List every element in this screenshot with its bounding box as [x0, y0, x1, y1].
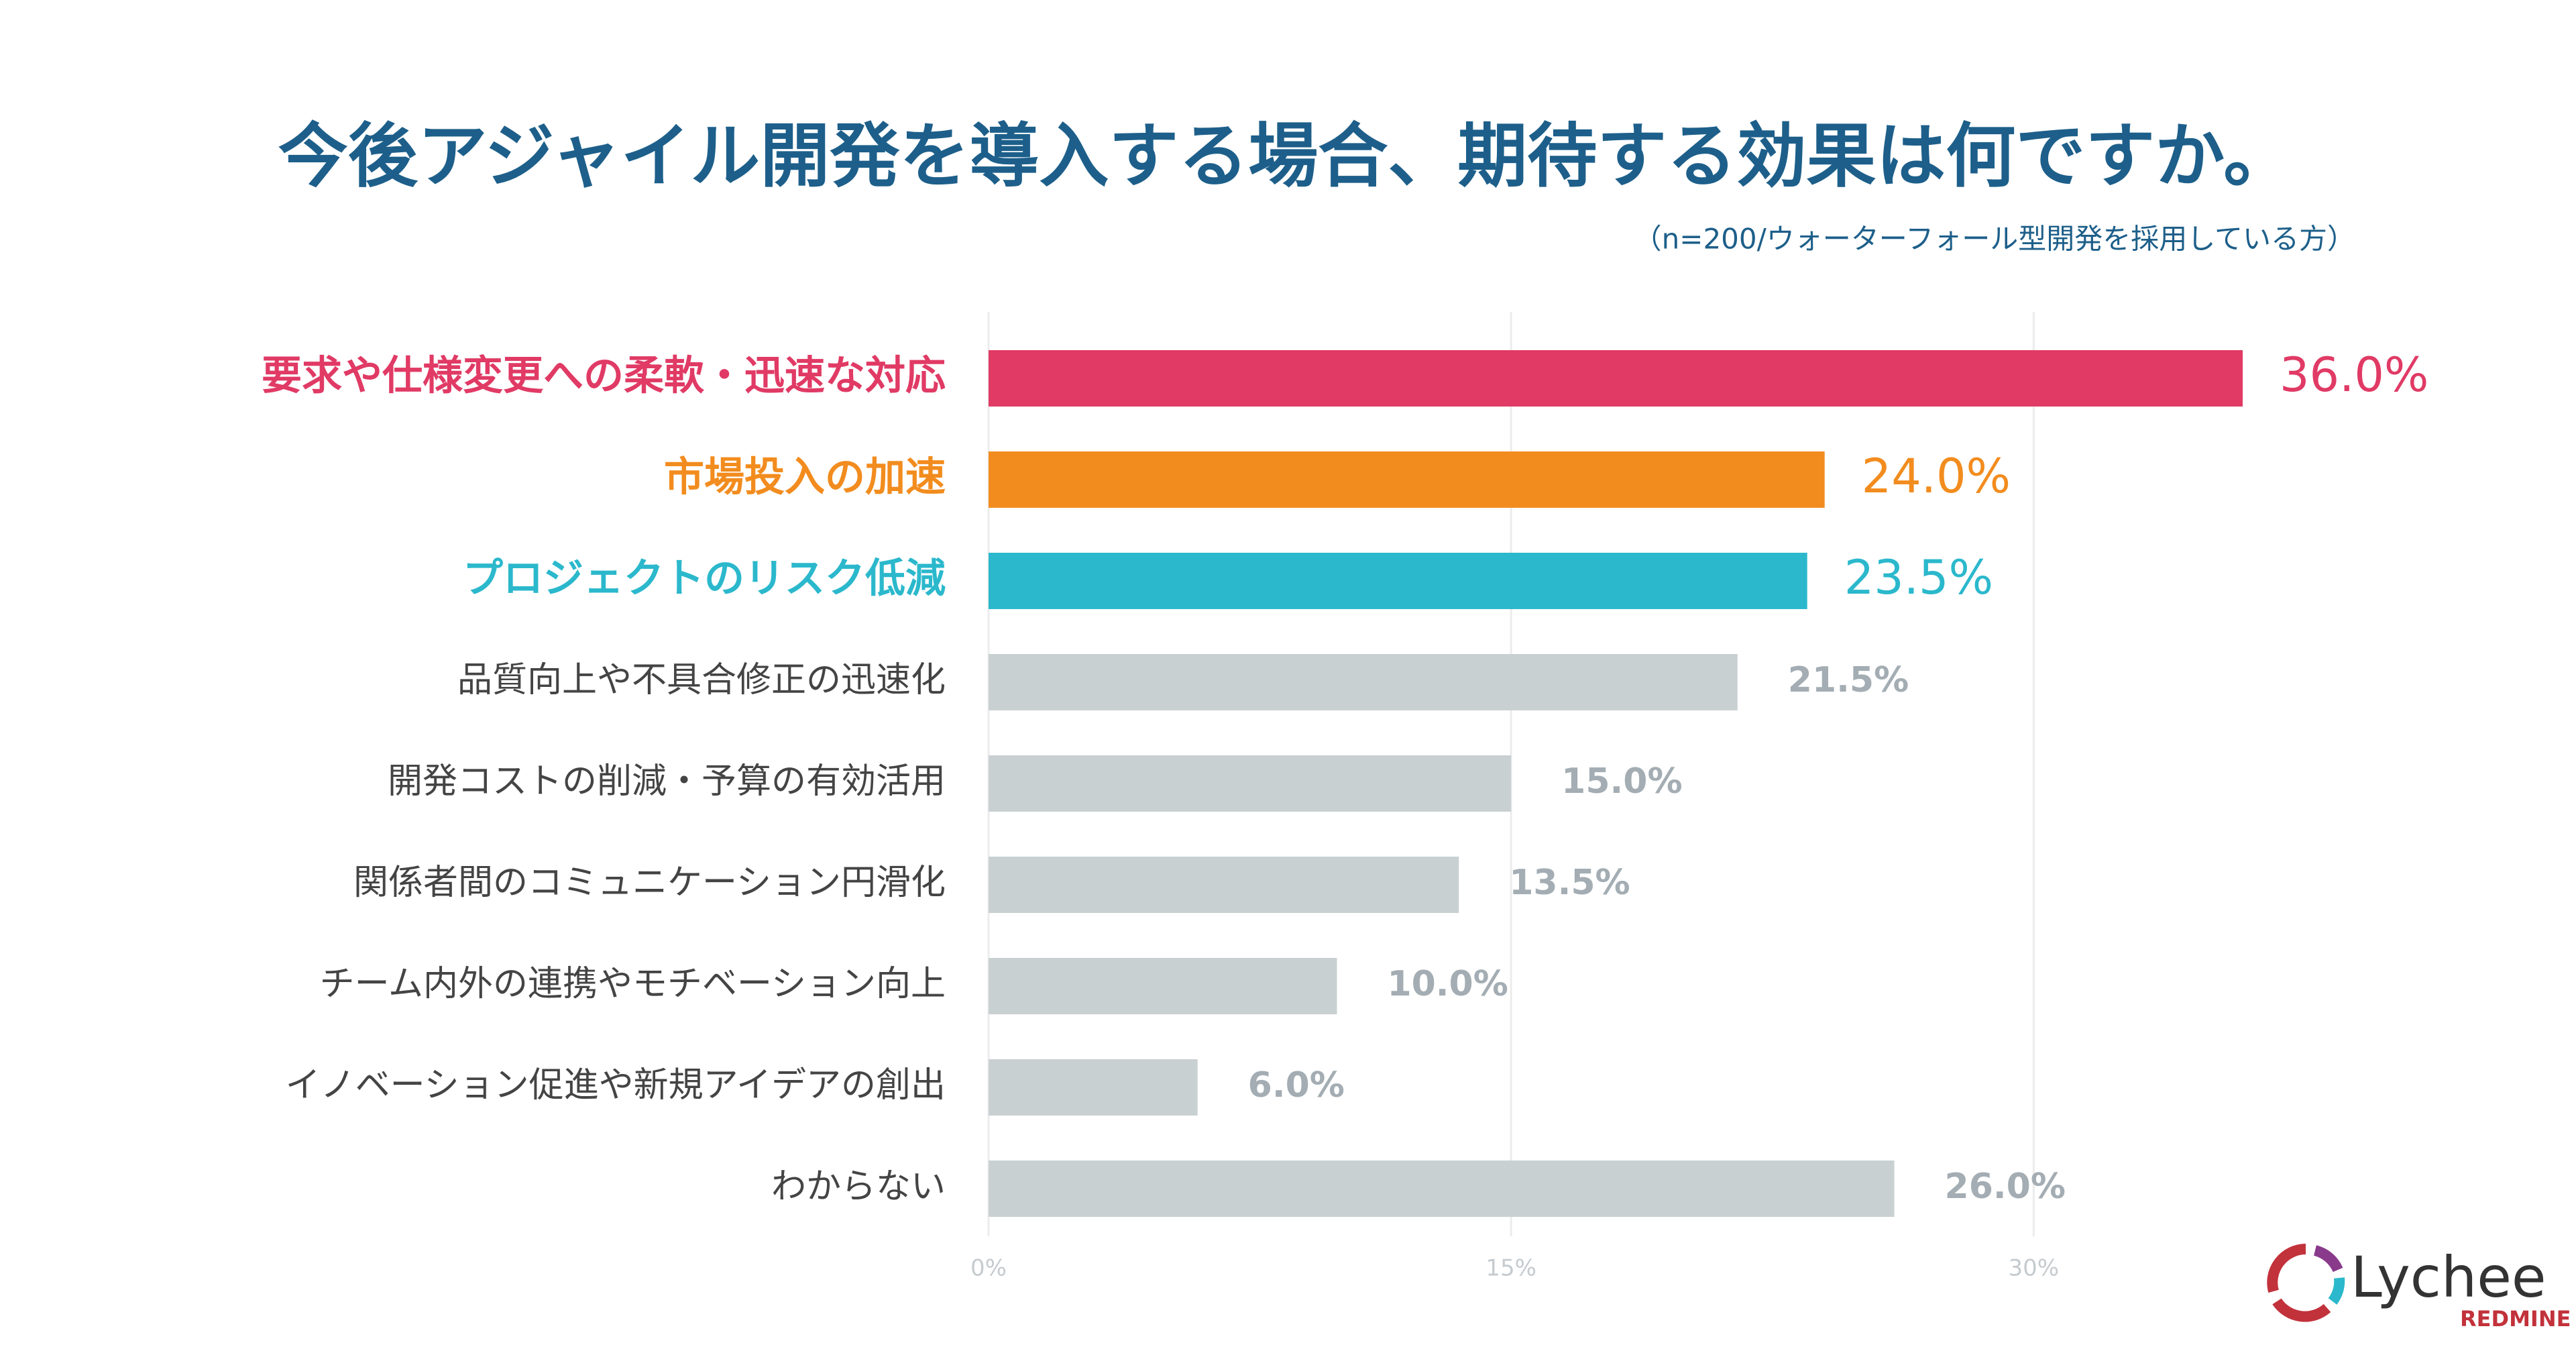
category-label: 品質向上や不具合修正の迅速化 [457, 660, 946, 700]
x-tick-label: 0% [970, 1255, 1007, 1282]
category-label: プロジェクトのリスク低減 [463, 555, 946, 602]
bar [989, 1059, 1198, 1116]
logo-arc [2267, 1244, 2306, 1293]
logo-arc [2272, 1298, 2331, 1322]
value-label: 6.0% [1248, 1065, 1345, 1105]
value-label: 36.0% [2280, 347, 2428, 402]
logo-sub: REDMINE [2460, 1306, 2571, 1332]
value-label: 10.0% [1387, 964, 1508, 1004]
category-label: チーム内外の連携やモチベーション向上 [320, 964, 946, 1004]
category-label: わからない [771, 1167, 946, 1207]
bar [989, 654, 1738, 710]
category-label: イノベーション促進や新規アイデアの創出 [286, 1065, 946, 1105]
logo: Lychee REDMINE [2267, 1244, 2571, 1332]
x-tick-label: 30% [2009, 1255, 2060, 1282]
logo-arc [2328, 1277, 2345, 1305]
bar [989, 553, 1807, 609]
chart-subtitle: （n=200/ウォーターフォール型開発を採用している方） [1634, 223, 2355, 256]
category-label: 市場投入の加速 [664, 454, 946, 501]
logo-name: Lychee [2351, 1244, 2546, 1310]
category-label: 関係者間のコミュニケーション円滑化 [353, 863, 946, 903]
bar [989, 857, 1459, 913]
x-tick-label: 15% [1486, 1255, 1536, 1282]
value-label: 13.5% [1509, 863, 1630, 903]
chart-title: 今後アジャイル開発を導入する場合、期待する効果は何ですか。 [278, 115, 2294, 197]
bar [989, 451, 1825, 508]
value-label: 23.5% [1844, 550, 1993, 605]
logo-arc [2313, 1245, 2343, 1273]
category-label: 開発コストの削減・予算の有効活用 [388, 761, 946, 802]
value-label: 24.0% [1862, 449, 2011, 504]
category-label: 要求や仕様変更への柔軟・迅速な対応 [262, 353, 946, 400]
bar [989, 755, 1512, 812]
bar [989, 1161, 1895, 1217]
bar [989, 958, 1337, 1014]
value-label: 26.0% [1945, 1167, 2066, 1207]
value-label: 15.0% [1561, 761, 1682, 802]
value-label: 21.5% [1788, 660, 1909, 700]
bar [989, 350, 2243, 407]
